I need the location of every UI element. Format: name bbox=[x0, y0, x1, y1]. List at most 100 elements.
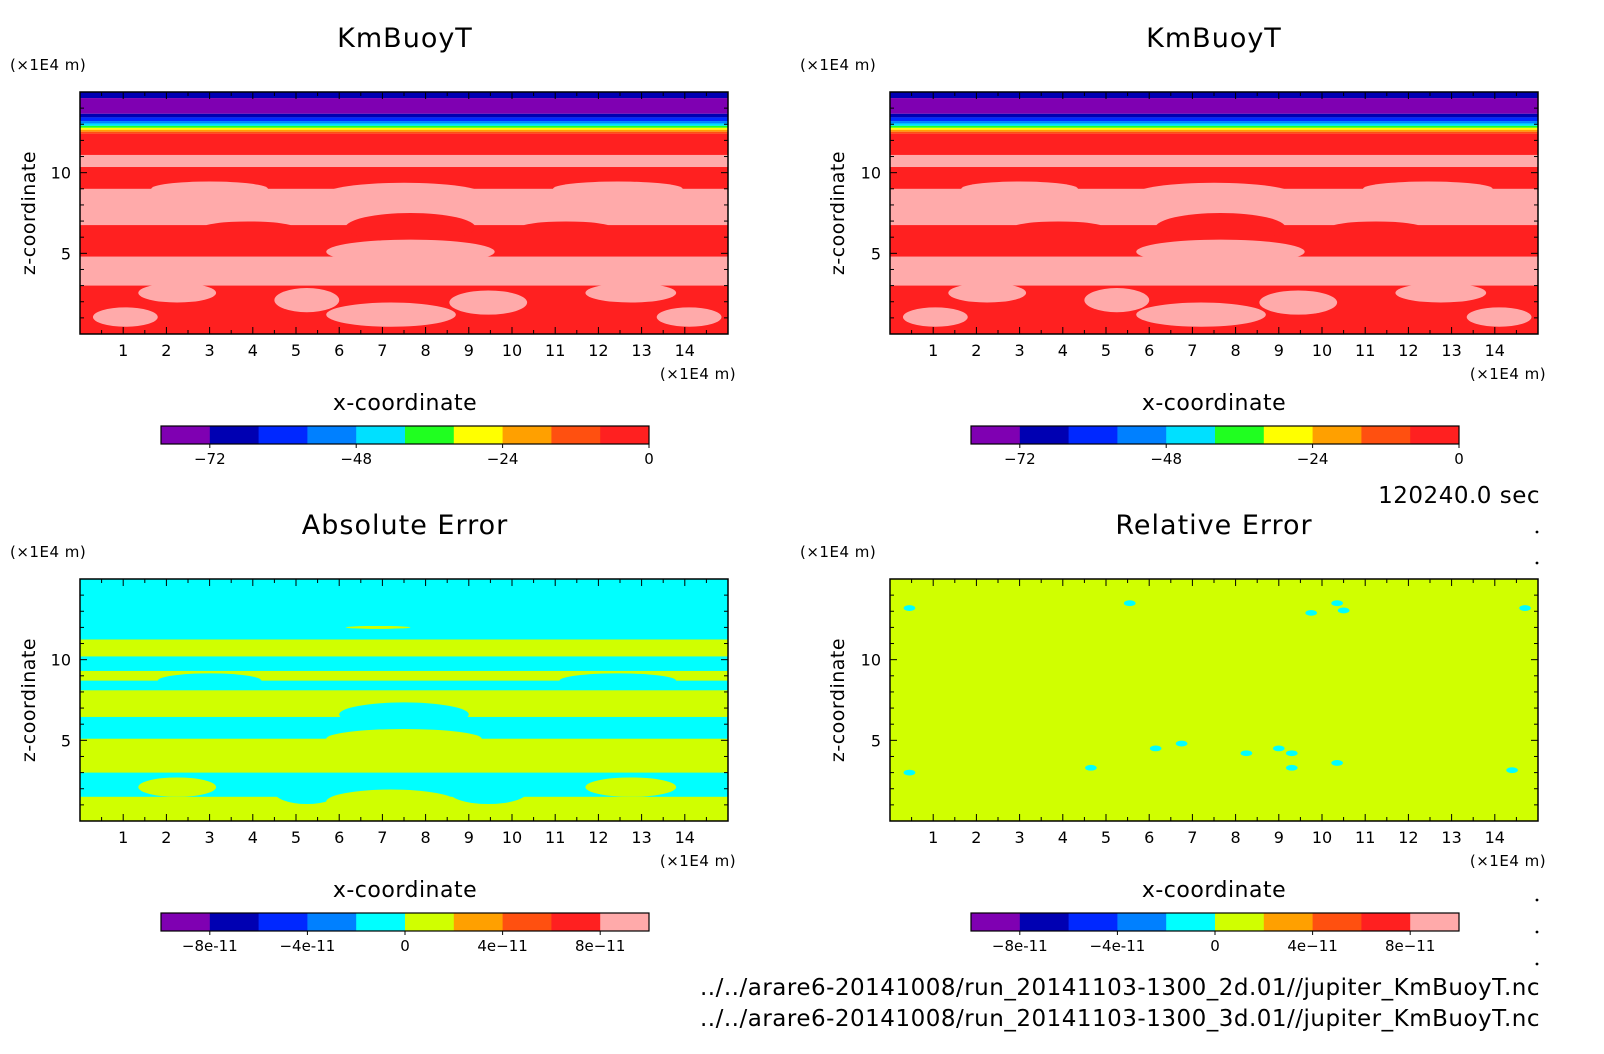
contour-blob bbox=[1085, 764, 1097, 771]
colorbar: −72 −48 −24 0 bbox=[160, 425, 654, 468]
contour-blob bbox=[902, 307, 968, 327]
y-axis-label: z-coordinate bbox=[18, 151, 40, 275]
dot-marker bbox=[1535, 530, 1539, 534]
contour-blob bbox=[449, 290, 528, 315]
x-unit-label: (×1E4 m) bbox=[1470, 852, 1546, 870]
colorbar-segment bbox=[1166, 913, 1216, 931]
x-tick-label: 14 bbox=[675, 341, 695, 360]
contour-band bbox=[890, 127, 1538, 130]
x-tick-label: 7 bbox=[1187, 341, 1197, 360]
contour-band bbox=[80, 131, 728, 134]
contour-blob bbox=[1259, 290, 1338, 315]
x-tick-label: 1 bbox=[928, 341, 938, 360]
colorbar-segment bbox=[405, 426, 455, 444]
contour-blob bbox=[326, 182, 482, 205]
contour-blob bbox=[345, 625, 411, 629]
y-tick-label: 5 bbox=[61, 244, 71, 263]
colorbar-segment bbox=[600, 913, 650, 931]
dot-marker bbox=[1535, 930, 1539, 934]
colorbar-segment bbox=[453, 426, 504, 444]
y-unit-label: (×1E4 m) bbox=[800, 543, 876, 561]
contour-blob bbox=[274, 779, 340, 805]
y-tick-label: 10 bbox=[51, 651, 71, 670]
x-tick-label: 9 bbox=[1274, 828, 1284, 847]
x-tick-label: 11 bbox=[545, 341, 565, 360]
colorbar-tick-label: 0 bbox=[1454, 450, 1464, 468]
y-tick-label: 10 bbox=[861, 651, 881, 670]
contour-band bbox=[80, 125, 728, 128]
x-tick-label: 6 bbox=[1144, 828, 1154, 847]
colorbar-segment bbox=[971, 913, 1021, 931]
x-tick-label: 6 bbox=[1144, 341, 1154, 360]
x-tick-label: 14 bbox=[1485, 828, 1505, 847]
y-unit-label: (×1E4 m) bbox=[10, 56, 86, 74]
x-unit-label: (×1E4 m) bbox=[660, 852, 736, 870]
colorbar-segment bbox=[209, 913, 260, 931]
contour-blob bbox=[1285, 750, 1298, 757]
colorbar-segment bbox=[1019, 426, 1070, 444]
panel-bottom-right: Relative Error (×1E4 m) 1 2 3 4 5 6 7 8 9 10 11 12 1… bbox=[800, 510, 1546, 955]
x-tick-label: 10 bbox=[502, 341, 522, 360]
x-tick-label: 12 bbox=[588, 341, 608, 360]
colorbar-segment bbox=[1410, 426, 1460, 444]
x-tick-label: 9 bbox=[464, 828, 474, 847]
contour-blob bbox=[274, 288, 340, 313]
y-tick-label: 5 bbox=[61, 731, 71, 750]
y-unit-label: (×1E4 m) bbox=[800, 56, 876, 74]
contour-band bbox=[80, 121, 728, 124]
colorbar-segment bbox=[356, 913, 406, 931]
colorbar-segment bbox=[356, 426, 406, 444]
contour-blob bbox=[157, 673, 262, 688]
colorbar-segment bbox=[551, 913, 601, 931]
contour-blob bbox=[203, 221, 294, 234]
contour-blob bbox=[585, 777, 677, 797]
colorbar-tick-label: −48 bbox=[340, 450, 372, 468]
colorbar: −8e-11 −4e-11 0 4e−11 8e−11 bbox=[970, 912, 1460, 955]
dot-marker bbox=[1535, 561, 1539, 565]
contour-band bbox=[890, 125, 1538, 128]
y-tick-label: 5 bbox=[871, 731, 881, 750]
x-tick-label: 6 bbox=[334, 341, 344, 360]
colorbar-segment bbox=[1312, 913, 1362, 931]
x-tick-label: 5 bbox=[291, 828, 301, 847]
contour-blob bbox=[1136, 182, 1292, 205]
colorbar-segment bbox=[307, 913, 357, 931]
file-path-2: ../../arare6-20141008/run_20141103-1300_… bbox=[700, 1006, 1540, 1032]
x-tick-label: 8 bbox=[421, 828, 431, 847]
contour-blob bbox=[961, 181, 1078, 197]
colorbar-segment bbox=[1263, 426, 1314, 444]
x-tick-label: 9 bbox=[464, 341, 474, 360]
contour-blob bbox=[1149, 745, 1162, 752]
colorbar-segment bbox=[258, 913, 308, 931]
colorbar-segment bbox=[161, 913, 211, 931]
contour-blob bbox=[1136, 239, 1305, 264]
file-path-1: ../../arare6-20141008/run_20141103-1300_… bbox=[700, 975, 1540, 1001]
panel-top-left: KmBuoyT (×1E4 m) 1 2 3 4 5 6 7 8 9 10 11 12 13 14510 … bbox=[10, 23, 736, 468]
colorbar-tick-label: −4e-11 bbox=[1089, 937, 1145, 955]
colorbar-segment bbox=[1117, 913, 1167, 931]
y-axis-label: z-coordinate bbox=[18, 638, 40, 762]
colorbar-segment bbox=[405, 913, 455, 931]
colorbar-tick-label: 0 bbox=[400, 937, 410, 955]
x-axis-label: x-coordinate bbox=[1142, 391, 1286, 416]
contour-blob bbox=[948, 283, 1027, 303]
contour-band bbox=[890, 123, 1538, 126]
x-axis-label: x-coordinate bbox=[333, 391, 477, 416]
contour-blob bbox=[1084, 288, 1150, 313]
x-tick-label: 10 bbox=[502, 828, 522, 847]
colorbar: −72 −48 −24 0 bbox=[970, 425, 1464, 468]
contour-blob bbox=[1466, 307, 1532, 327]
colorbar-segment bbox=[971, 426, 1021, 444]
contour-blob bbox=[1155, 213, 1286, 243]
contour-band bbox=[80, 117, 728, 122]
contour-blob bbox=[520, 221, 612, 234]
colorbar: −8e-11 −4e-11 0 4e−11 8e−11 bbox=[160, 912, 650, 955]
colorbar-tick-label: 0 bbox=[644, 450, 654, 468]
x-unit-label: (×1E4 m) bbox=[1470, 365, 1546, 383]
contour-blob bbox=[326, 302, 456, 327]
colorbar-tick-label: −24 bbox=[487, 450, 519, 468]
contour-blob bbox=[92, 307, 158, 327]
colorbar-tick-label: 0 bbox=[1210, 937, 1220, 955]
